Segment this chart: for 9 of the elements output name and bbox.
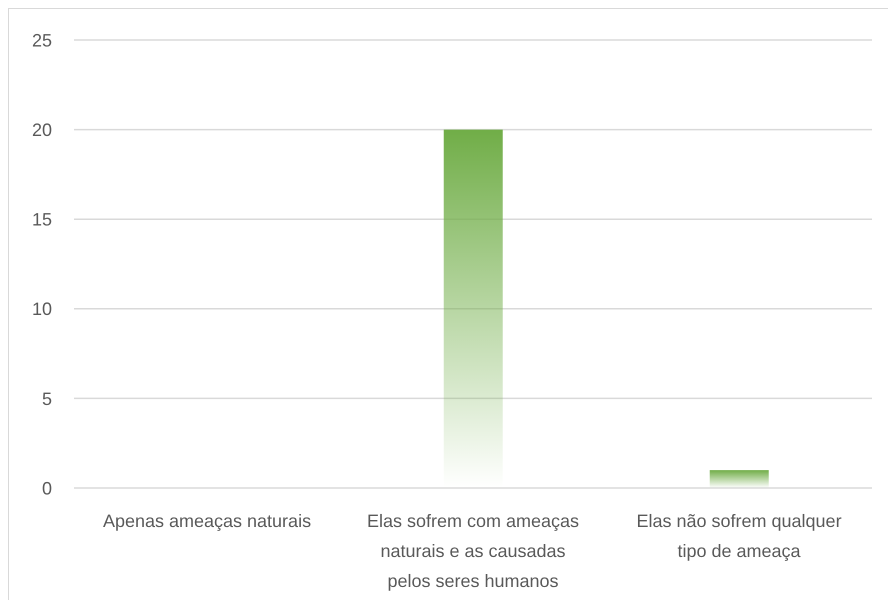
x-tick-label: Apenas ameaças naturais — [102, 510, 312, 531]
y-tick-label: 25 — [32, 30, 52, 50]
x-tick-label: Elas sofrem com ameaças naturais e as causadas pelos seres humanos — [366, 510, 580, 591]
x-tick-label: Elas não sofrem qualquer tipo de ameaça — [636, 510, 842, 561]
y-tick-label: 0 — [42, 478, 52, 498]
y-tick-label: 5 — [42, 388, 52, 409]
y-tick-label: 20 — [32, 120, 52, 140]
y-tick-label: 10 — [32, 299, 52, 320]
y-tick-label: 15 — [32, 210, 52, 230]
